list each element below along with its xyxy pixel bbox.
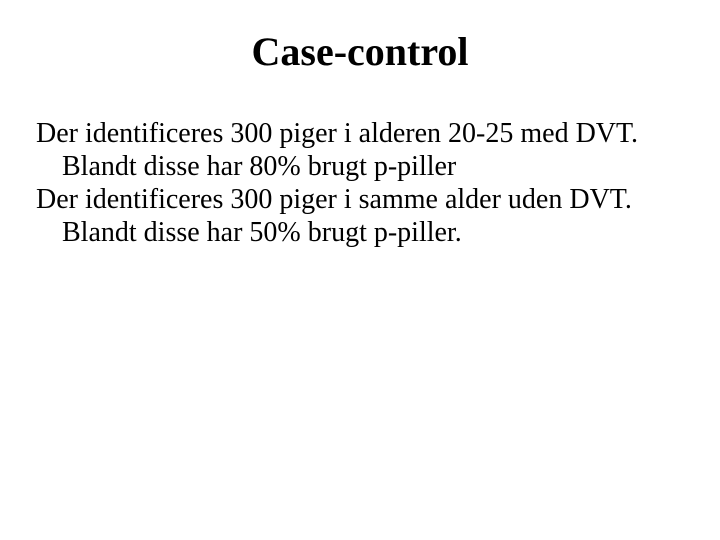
slide: Case-control Der identificeres 300 piger… [0, 0, 720, 540]
slide-title: Case-control [36, 28, 684, 75]
slide-body: Der identificeres 300 piger i alderen 20… [36, 117, 684, 249]
body-paragraph-1: Der identificeres 300 piger i alderen 20… [36, 117, 684, 183]
body-paragraph-2: Der identificeres 300 piger i samme alde… [36, 183, 684, 249]
